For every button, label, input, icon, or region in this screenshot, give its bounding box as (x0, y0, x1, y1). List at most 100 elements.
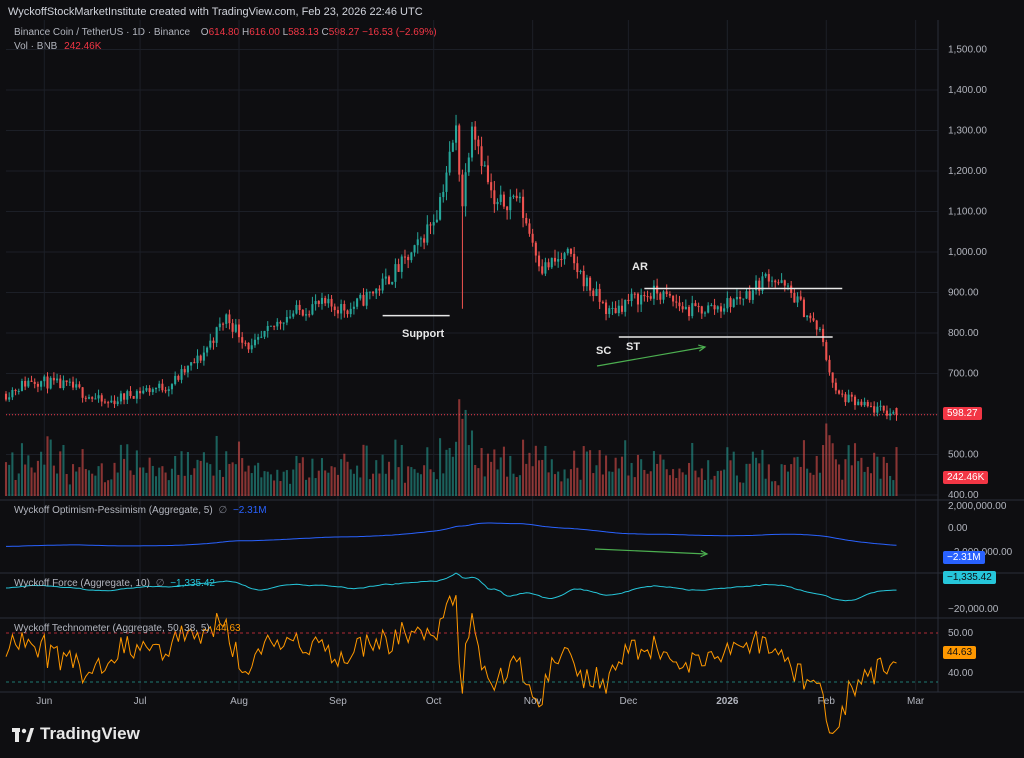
optimism-title: Wyckoff Optimism-Pessimism (Aggregate, 5… (14, 505, 213, 516)
candle-body (502, 194, 505, 207)
volume-bar (359, 477, 362, 496)
volume-bar (662, 459, 665, 496)
candle-body (11, 390, 14, 398)
technometer-legend[interactable]: Wyckoff Technometer (Aggregate, 50, 38, … (14, 623, 241, 634)
candle-body (215, 327, 218, 343)
volume-bar (65, 473, 68, 496)
volume-bar (895, 447, 898, 496)
volume-bar (477, 468, 480, 496)
st-label: ST (626, 341, 640, 353)
volume-bar (506, 476, 509, 496)
candle-body (384, 276, 387, 279)
candle-body (295, 304, 298, 314)
candle-body (742, 298, 745, 300)
volume-bar (627, 475, 630, 496)
volume-bar (145, 472, 148, 496)
volume-bar (151, 465, 154, 496)
candle-body (40, 381, 43, 387)
volume-bar (525, 463, 528, 496)
force-legend[interactable]: Wyckoff Force (Aggregate, 10) ∅ −1,335.4… (14, 578, 215, 589)
symbol-name[interactable]: Binance Coin / TetherUS · 1D · Binance (14, 27, 191, 38)
optimism-legend[interactable]: Wyckoff Optimism-Pessimism (Aggregate, 5… (14, 505, 267, 516)
candle-body (311, 304, 314, 315)
chart-credit: WyckoffStockMarketInstitute created with… (8, 6, 423, 18)
candle-body (656, 285, 659, 294)
volume-bar (429, 469, 432, 496)
candle-body (442, 191, 445, 198)
candle-body (103, 401, 106, 403)
volume-bar (381, 454, 384, 496)
candle-body (767, 274, 770, 282)
candle-body (100, 395, 103, 402)
candle-body (509, 196, 512, 211)
volume-bar (132, 474, 135, 496)
candle-body (253, 339, 256, 346)
volume-bar (786, 471, 790, 496)
candle-body (151, 389, 154, 393)
candle-body (170, 384, 174, 390)
volume-bar (24, 464, 27, 496)
volume-bar (448, 447, 451, 496)
volume-bar (802, 440, 805, 496)
candle-body (474, 126, 477, 140)
volume-bar (289, 483, 292, 496)
candle-body (614, 307, 617, 314)
volume-bar (119, 444, 122, 496)
candle-body (589, 277, 592, 291)
volume-bar (869, 473, 873, 496)
candle-body (719, 306, 722, 312)
volume-bar (324, 470, 327, 496)
candle-body (116, 401, 119, 405)
visibility-icon[interactable]: ∅ (155, 578, 165, 589)
candle-body (110, 400, 113, 403)
volume-bar (470, 430, 474, 496)
candle-body (681, 306, 684, 310)
volume-bar (812, 474, 815, 496)
candle-body (518, 196, 521, 199)
volume-bar (509, 455, 512, 496)
volume-bar (266, 471, 269, 496)
candle-body (630, 293, 633, 302)
candle-body (209, 340, 212, 348)
volume-bar (566, 478, 569, 496)
volume-bar (340, 459, 343, 496)
candle-body (515, 195, 518, 199)
volume-bar (228, 463, 231, 496)
volume-bar (301, 457, 304, 496)
volume-bar (343, 453, 346, 496)
candle-body (413, 245, 416, 253)
candle-body (113, 400, 116, 405)
force-title: Wyckoff Force (Aggregate, 10) (14, 578, 150, 589)
price-axis-label: 1,300.00 (948, 126, 987, 137)
candle-body (276, 321, 279, 327)
volume-legend: Vol · BNB 242.46K (14, 41, 101, 52)
visibility-icon[interactable]: ∅ (218, 505, 228, 516)
candle-body (688, 306, 691, 317)
volume-bar (46, 436, 49, 496)
candle-body (834, 382, 837, 391)
volume-bar (11, 452, 14, 496)
candle-body (799, 296, 802, 300)
volume-bar (688, 462, 691, 496)
volume-bar (735, 475, 738, 496)
candle-body (678, 302, 681, 307)
volume-bar (87, 470, 91, 496)
volume-bar (844, 459, 847, 496)
candle-body (177, 375, 180, 380)
candle-body (579, 270, 582, 273)
volume-bar (407, 466, 410, 496)
volume-label[interactable]: Vol · BNB (14, 41, 58, 52)
tradingview-logo[interactable]: TradingView (12, 724, 140, 744)
candle-body (812, 318, 815, 321)
candle-body (528, 223, 531, 234)
volume-bar (126, 444, 129, 496)
volume-bar (116, 472, 119, 496)
optimism-tag: −2.31M (943, 551, 985, 564)
candle-body (257, 337, 260, 340)
candle-body (477, 139, 480, 147)
candle-body (668, 294, 671, 296)
candle-body (780, 280, 783, 283)
candle-body (703, 312, 707, 314)
volume-bar (285, 470, 288, 496)
